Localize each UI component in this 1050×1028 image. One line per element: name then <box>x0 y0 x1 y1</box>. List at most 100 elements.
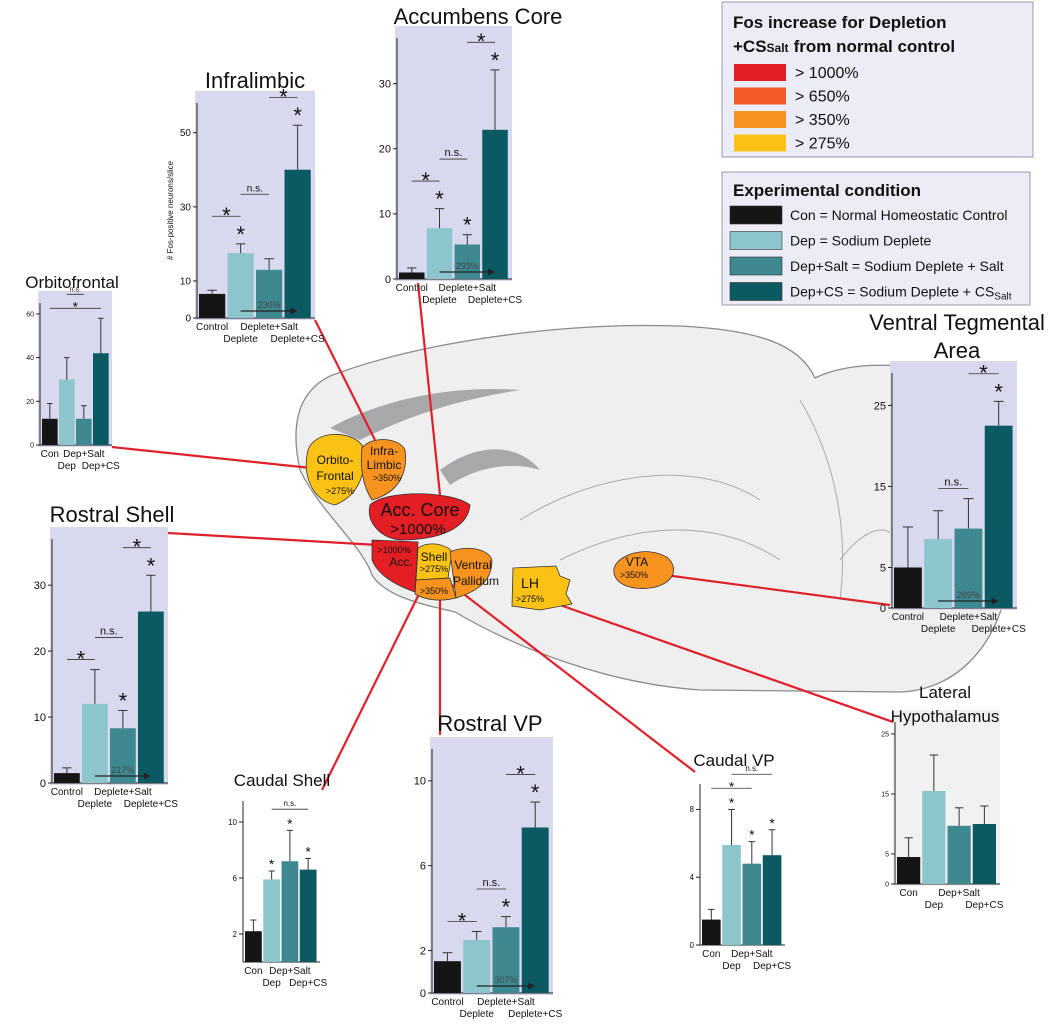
legend-label: Dep+CS = Sodium Deplete + CS <box>790 284 994 300</box>
legend-swatch <box>729 231 783 250</box>
comparison-label: * <box>477 29 486 54</box>
bar <box>972 824 996 884</box>
chart-title: Rostral VP <box>437 711 542 736</box>
comparison-label: n.s. <box>445 147 463 159</box>
bar <box>742 863 762 945</box>
annotation: 217% <box>111 765 134 775</box>
region-lh <box>511 565 573 611</box>
annotation: 230% <box>258 300 281 310</box>
region-name: VTA <box>626 555 648 569</box>
regions <box>305 433 674 611</box>
significance: * <box>729 794 735 810</box>
y-tick-label: 60 <box>26 311 34 318</box>
bar <box>110 728 136 783</box>
comparison-label: * <box>133 535 142 560</box>
connector <box>111 445 331 472</box>
region-name: LH <box>521 575 539 591</box>
y-tick-label: 5 <box>880 562 886 574</box>
bar <box>59 379 75 445</box>
connector <box>167 531 379 547</box>
legend-condition: Experimental condition Con = Normal Home… <box>721 171 1031 306</box>
annotation-arrowhead <box>528 982 536 990</box>
region-increase: >275% <box>326 486 354 496</box>
chart-title: Hypothalamus <box>891 707 1000 726</box>
region-acc-core <box>368 493 471 541</box>
connectors <box>111 282 894 791</box>
legend-label: > 275% <box>795 136 850 153</box>
bar <box>434 961 461 993</box>
comparison-label: * <box>222 203 231 228</box>
y-tick-label: 10 <box>414 776 426 788</box>
x-tick-label: Deplete <box>422 295 457 306</box>
bar <box>426 228 453 279</box>
y-tick-label: 20 <box>26 399 34 406</box>
comparison-label: * <box>73 299 79 315</box>
y-tick-label: 10 <box>34 712 46 724</box>
y-tick-label: 40 <box>26 355 34 362</box>
y-axis-label: # Fos-positive neurons/slice <box>166 160 175 260</box>
x-tick-label: Control <box>431 997 463 1008</box>
bar <box>256 269 283 318</box>
region-name: Orbito- <box>317 453 354 467</box>
y-tick-label: 0 <box>690 941 695 950</box>
region-increase: >1000% <box>377 545 410 555</box>
connector <box>321 591 421 791</box>
region-ventral-pallidum <box>449 547 493 599</box>
legend-label: Dep = Sodium Deplete <box>790 233 931 249</box>
comparison-label: n.s. <box>100 626 118 638</box>
chart: Rostral Shell0102030ControlDepleteDeplet… <box>34 502 179 810</box>
connector <box>314 319 376 441</box>
x-tick-label: Dep+CS <box>965 900 1003 911</box>
y-tick-label: 4 <box>690 873 695 882</box>
comparison-label: * <box>729 779 735 795</box>
region-name: Pallidum <box>453 574 499 588</box>
bar <box>245 931 262 962</box>
bar <box>984 425 1013 608</box>
bar <box>284 169 311 318</box>
region-name: Acc. Core <box>380 500 459 520</box>
comparison-label: * <box>979 361 988 386</box>
chart: Lateral Hypothalamus 0 5 15 25 Con DepDep+SaltD… <box>881 683 1004 911</box>
y-tick-label: 0 <box>30 442 34 449</box>
x-tick-label: Dep+Salt <box>938 888 980 899</box>
x-tick-label: Dep+Salt <box>63 449 105 460</box>
legend-label: > 1000% <box>795 65 859 82</box>
legend-label: Dep+CS = Sodium Deplete + CSSalt <box>790 284 1012 303</box>
y-tick-label: 0 <box>420 988 426 1000</box>
y-tick-label: 8 <box>690 805 695 814</box>
chart-title: Infralimbic <box>205 68 305 93</box>
x-tick-label: Dep <box>262 978 281 989</box>
legend-title: Experimental condition <box>733 181 921 200</box>
legend-swatch <box>734 64 786 81</box>
x-tick-label: Deplete+CS <box>271 334 326 345</box>
comparison-label: n.s. <box>482 877 500 889</box>
chart-title: Area <box>934 338 981 363</box>
region-shell <box>415 543 453 581</box>
x-tick-label: Dep+Salt <box>269 966 311 977</box>
annotation-arrowhead <box>488 268 496 276</box>
legend-title-sub: Salt <box>767 41 789 55</box>
y-tick-label: 25 <box>874 400 886 412</box>
x-tick-label: Control <box>892 612 924 623</box>
bar <box>722 845 741 945</box>
significance: * <box>502 895 511 920</box>
chart-title: Lateral <box>919 683 971 702</box>
x-tick-label: Deplete <box>459 1009 494 1020</box>
chart-title: Rostral Shell <box>50 502 175 527</box>
comparison-label: n.s. <box>283 799 296 808</box>
connector <box>559 603 894 724</box>
x-tick-label: Dep <box>722 961 741 972</box>
x-tick-label: Deplete+Salt <box>477 997 535 1008</box>
y-tick-label: 0 <box>885 881 889 888</box>
y-tick-label: 10 <box>180 276 192 287</box>
bar <box>947 825 971 884</box>
bar <box>199 293 226 318</box>
legend-swatch <box>734 111 786 128</box>
x-tick-label: Deplete+Salt <box>438 283 496 294</box>
connector <box>451 584 696 773</box>
legend-label: Con = Normal Homeostatic Control <box>790 207 1007 223</box>
x-tick-label: Control <box>51 787 83 798</box>
chart-title: Ventral Tegmental <box>869 310 1045 335</box>
significance: * <box>119 688 128 713</box>
